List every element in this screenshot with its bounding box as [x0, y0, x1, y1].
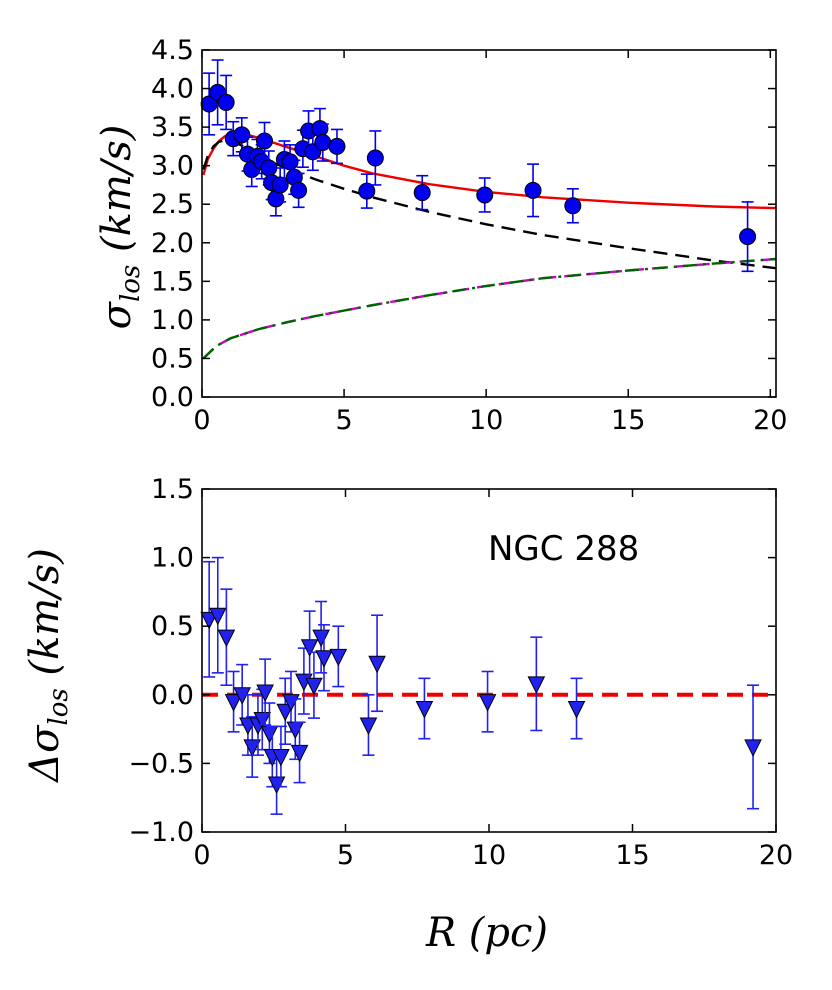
bottom-data-point: [233, 687, 251, 705]
top-ytick-label: 0.0: [151, 382, 194, 413]
bottom-data-point: [368, 655, 386, 674]
bottom-data-point: [744, 739, 762, 758]
top-data-point: [476, 186, 494, 204]
bottom-data-point: [478, 694, 497, 712]
bottom-data-point: [267, 776, 286, 795]
bottom-xtick-label: 5: [337, 840, 354, 871]
top-data-point: [281, 153, 299, 171]
top-ytick-label: 0.5: [151, 343, 194, 374]
top-data-point: [256, 132, 274, 150]
top-xtick-label: 20: [753, 405, 787, 436]
bottom-data-point: [272, 749, 290, 767]
bottom-axes: 0 5 10 15 20 −1.0 −0.5 0.0 0.5 1.0 1.5: [128, 474, 793, 871]
bottom-data-point: [315, 650, 333, 668]
bottom-residual-points: [200, 556, 762, 815]
top-ytick-label: 3.0: [151, 151, 194, 182]
model-curve-extra-component-magenta-: [202, 257, 776, 360]
model-curve-extra-component-green-: [202, 257, 776, 360]
bottom-xtick-label: 10: [472, 840, 506, 871]
top-data-point: [314, 134, 332, 152]
top-panel: 0 5 10 15 20 0.0 0.5 1.0 1.5 2.0 2.5 3.0 3.5 4.0 4.5 σ…: [94, 35, 787, 436]
bottom-xtick-label: 20: [759, 840, 793, 871]
bottom-data-point: [567, 701, 586, 719]
top-ytick-label: 4.5: [151, 35, 194, 66]
top-data-point: [413, 184, 431, 202]
top-ytick-label: 1.5: [151, 266, 194, 297]
bottom-data-point: [286, 721, 305, 740]
top-data-point: [217, 93, 235, 111]
bottom-ytick-label: 1.0: [151, 543, 194, 574]
bottom-data-point: [217, 629, 236, 648]
bottom-ytick-label: −0.5: [128, 748, 194, 779]
bottom-xtick-label: 0: [193, 840, 210, 871]
top-ytick-label: 2.0: [151, 228, 194, 259]
top-data-point: [366, 149, 384, 167]
bottom-y-axis-label: Δσlos (km/s): [22, 548, 74, 784]
bottom-data-point: [329, 648, 348, 667]
top-axes: 0 5 10 15 20 0.0 0.5 1.0 1.5 2.0 2.5 3.0 3.5 4.0 4.5: [151, 35, 787, 436]
bottom-data-point: [243, 739, 262, 758]
cluster-name-annotation: NGC 288: [488, 529, 639, 569]
bottom-x-axis-label: R (pc): [425, 910, 548, 956]
top-plot-frame: [201, 49, 777, 398]
top-data-point: [233, 126, 251, 144]
bottom-data-point: [527, 676, 546, 694]
top-data-point: [358, 182, 376, 200]
top-ytick-label: 1.0: [151, 305, 194, 336]
bottom-ytick-label: 0.5: [151, 611, 194, 642]
bottom-data-point: [359, 717, 378, 736]
top-data-point: [328, 137, 346, 155]
top-data-point: [524, 181, 542, 199]
bottom-ytick-label: 1.5: [151, 474, 194, 505]
bottom-ytick-label: 0.0: [151, 680, 194, 711]
top-data-point: [564, 197, 582, 215]
top-data-point: [271, 176, 289, 194]
top-y-axis-label: σlos (km/s): [94, 125, 146, 330]
top-xtick-label: 10: [469, 405, 503, 436]
top-ytick-label: 2.5: [151, 189, 194, 220]
top-observed-points: [200, 59, 757, 273]
bottom-plot-frame: [201, 488, 777, 833]
top-ytick-label: 4.0: [151, 74, 194, 105]
bottom-data-point: [260, 725, 279, 744]
bottom-data-point: [253, 711, 272, 730]
bottom-data-point: [415, 701, 434, 719]
top-data-point: [290, 181, 308, 199]
top-xtick-label: 15: [611, 405, 645, 436]
top-xtick-label: 5: [335, 405, 352, 436]
bottom-ytick-label: −1.0: [128, 817, 194, 848]
top-ytick-label: 3.5: [151, 112, 194, 143]
bottom-data-point: [312, 629, 330, 648]
bottom-data-point: [300, 639, 319, 657]
bottom-data-point: [200, 611, 218, 630]
bottom-data-point: [224, 694, 243, 712]
bottom-xtick-label: 15: [615, 840, 649, 871]
top-xtick-label: 0: [193, 405, 210, 436]
top-data-point: [739, 228, 757, 246]
bottom-data-point: [305, 677, 323, 696]
bottom-data-point: [256, 684, 274, 703]
bottom-panel: 0 5 10 15 20 −1.0 −0.5 0.0 0.5 1.0 1.5 NGC 288 Δσl…: [22, 474, 793, 956]
bottom-data-point: [208, 607, 227, 626]
bottom-data-point: [290, 744, 309, 763]
top-data-point: [311, 120, 329, 138]
